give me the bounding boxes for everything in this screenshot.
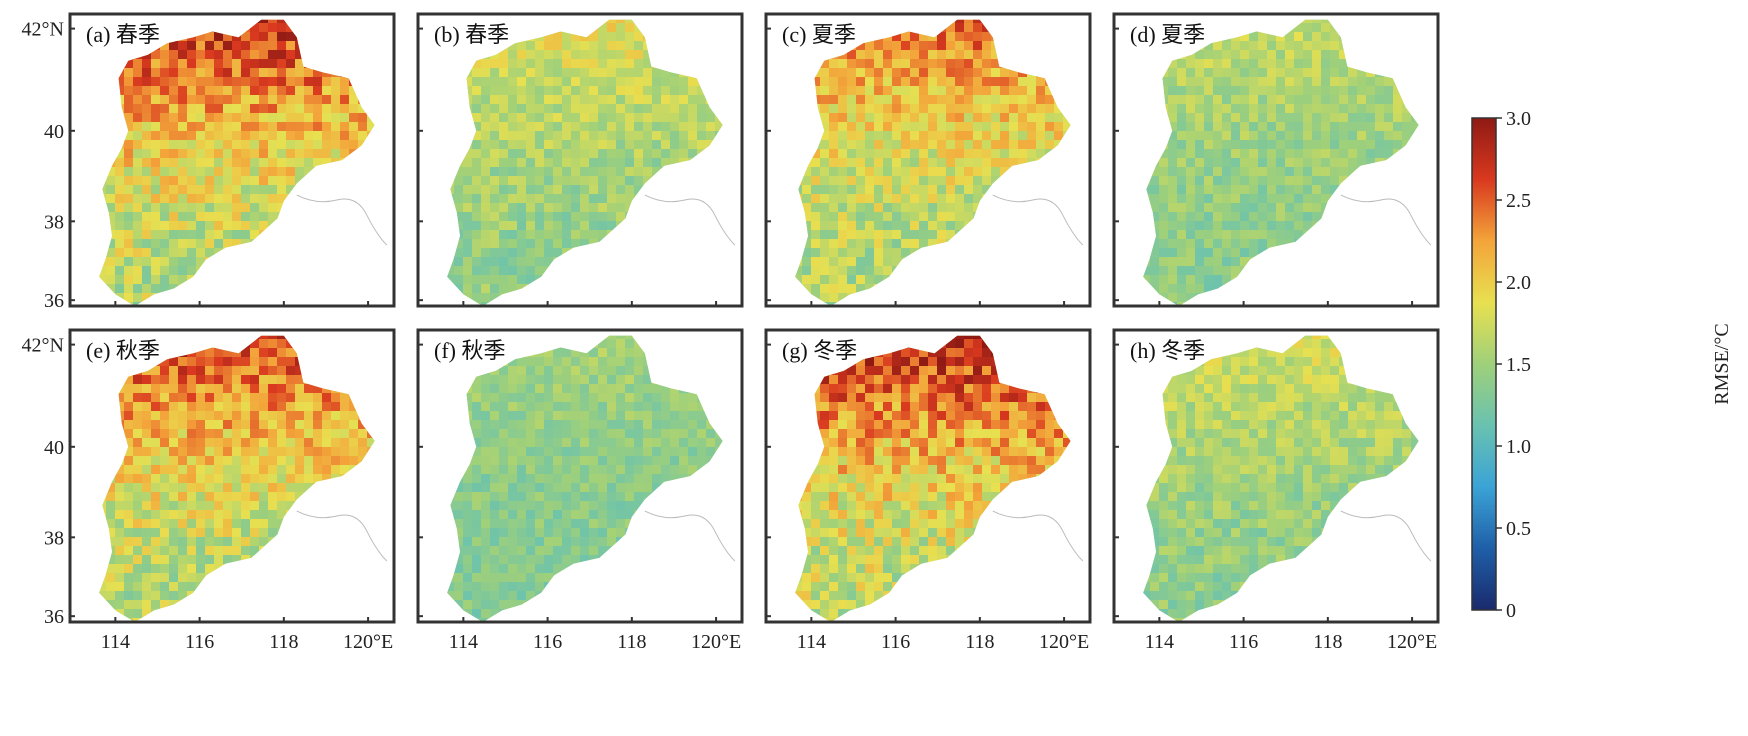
panel-frame <box>764 12 1092 308</box>
colorbar-tick-label: 2.0 <box>1506 272 1531 294</box>
panel-frame <box>68 12 396 308</box>
panel-label: (b) 春季 <box>434 22 509 47</box>
colorbar-title: RMSE/°C <box>1711 323 1733 404</box>
panel-label: (d) 夏季 <box>1130 22 1205 47</box>
coastline <box>1340 194 1432 246</box>
rmse-field <box>99 19 375 307</box>
lat-tick-label: 42°N <box>22 19 64 41</box>
colorbar-tick-label: 3.0 <box>1506 108 1531 130</box>
map-panel: (b) 春季 <box>416 12 744 308</box>
colorbar: 3.0 2.5 2.0 1.5 1.0 0.5 0 RMSE/°C <box>1471 108 1733 622</box>
lat-tick-label: 38 <box>44 527 64 549</box>
rmse-field <box>1143 19 1419 307</box>
map-panel: (e) 秋季 42°N 40 38 36 114 116 118 120°E <box>22 328 396 653</box>
lon-tick-label: 114 <box>101 631 130 653</box>
lon-tick-label: 116 <box>533 631 562 653</box>
coastline <box>1340 510 1432 562</box>
colorbar-tick-label: 2.5 <box>1506 190 1531 212</box>
panel-label: (a) 春季 <box>86 22 160 47</box>
lon-tick-label: 118 <box>965 631 994 653</box>
lon-tick-label: 120°E <box>343 631 393 653</box>
lon-tick-label: 116 <box>881 631 910 653</box>
panel-label: (c) 夏季 <box>782 22 856 47</box>
lon-tick-label: 116 <box>1229 631 1258 653</box>
rmse-field <box>99 335 375 622</box>
coastline <box>644 194 736 246</box>
colorbar-tick-label: 0 <box>1506 600 1516 622</box>
rmse-field <box>447 19 723 307</box>
coastline <box>296 194 388 246</box>
rmse-field <box>1143 335 1419 622</box>
panel-frame <box>416 328 744 624</box>
map-panel: (f) 秋季 114 116 118 120°E <box>416 328 744 653</box>
rmse-field <box>447 335 723 622</box>
lon-tick-label: 120°E <box>1039 631 1089 653</box>
panel-frame <box>1112 328 1440 624</box>
panel-label: (h) 冬季 <box>1130 338 1205 363</box>
lat-tick-label: 36 <box>44 290 64 312</box>
coastline <box>296 510 388 562</box>
lon-tick-label: 118 <box>269 631 298 653</box>
map-panel: (g) 冬季 114 116 118 120°E <box>764 328 1092 653</box>
panel-label: (g) 冬季 <box>782 338 857 363</box>
panel-label: (f) 秋季 <box>434 338 505 363</box>
coastline <box>992 510 1084 562</box>
coastline <box>992 194 1084 246</box>
lon-tick-label: 114 <box>449 631 478 653</box>
colorbar-tick-label: 0.5 <box>1506 518 1531 540</box>
coastline <box>644 510 736 562</box>
colorbar-tick-label: 1.0 <box>1506 436 1531 458</box>
lat-tick-label: 40 <box>44 121 64 143</box>
lat-tick-label: 42°N <box>22 335 64 357</box>
rmse-field <box>795 335 1071 622</box>
colorbar-ramp <box>1471 117 1497 611</box>
map-panel: (a) 春季 42°N 40 38 36 <box>22 12 396 312</box>
map-panel: (c) 夏季 <box>764 12 1092 308</box>
panel-frame <box>416 12 744 308</box>
map-panel: (h) 冬季 114 116 118 120°E <box>1112 328 1440 653</box>
lon-tick-label: 118 <box>1313 631 1342 653</box>
rmse-field <box>795 19 1071 307</box>
lat-tick-label: 36 <box>44 606 64 628</box>
map-panel: (d) 夏季 <box>1112 12 1440 308</box>
lon-tick-label: 116 <box>185 631 214 653</box>
lat-tick-label: 38 <box>44 211 64 233</box>
lat-tick-label: 40 <box>44 437 64 459</box>
panel-label: (e) 秋季 <box>86 338 160 363</box>
lon-tick-label: 114 <box>1145 631 1174 653</box>
lon-tick-label: 118 <box>617 631 646 653</box>
panel-frame <box>764 328 1092 624</box>
lon-tick-label: 114 <box>797 631 826 653</box>
panel-frame <box>68 328 396 624</box>
panel-frame <box>1112 12 1440 308</box>
lon-tick-label: 120°E <box>691 631 741 653</box>
lon-tick-label: 120°E <box>1387 631 1437 653</box>
colorbar-tick-label: 1.5 <box>1506 354 1531 376</box>
